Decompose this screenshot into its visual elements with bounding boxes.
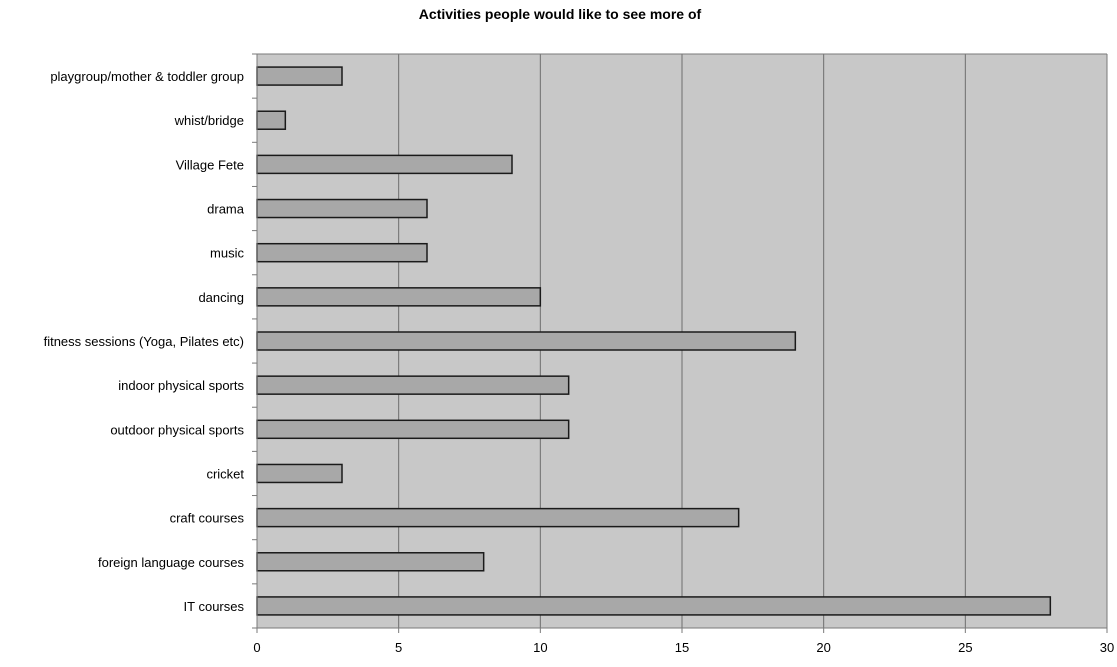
category-label: foreign language courses <box>98 555 244 570</box>
bar <box>256 154 513 175</box>
x-tick-label: 10 <box>533 640 547 655</box>
category-label: craft courses <box>170 511 245 526</box>
bar <box>256 242 428 263</box>
category-label: outdoor physical sports <box>110 422 244 437</box>
category-label: music <box>210 246 244 261</box>
bar <box>256 110 287 130</box>
category-label: dancing <box>198 290 244 305</box>
category-label: fitness sessions (Yoga, Pilates etc) <box>44 334 244 349</box>
category-label: playgroup/mother & toddler group <box>50 69 244 84</box>
bar <box>256 287 542 307</box>
bar <box>256 198 428 219</box>
bar <box>256 463 343 484</box>
x-tick-label: 5 <box>395 640 402 655</box>
x-tick-label: 20 <box>816 640 830 655</box>
bar <box>256 419 570 440</box>
category-label: Village Fete <box>176 157 244 172</box>
bar <box>256 66 343 86</box>
category-label: whist/bridge <box>174 113 244 128</box>
category-label: drama <box>207 202 245 217</box>
x-tick-label: 30 <box>1100 640 1114 655</box>
tick-labels: 0 5 10 15 20 25 30 <box>253 640 1114 655</box>
category-label: indoor physical sports <box>118 378 244 393</box>
x-tick-label: 25 <box>958 640 972 655</box>
category-labels: playgroup/mother & toddler group whist/br… <box>44 69 245 614</box>
axes <box>252 53 1108 633</box>
category-label: cricket <box>206 466 244 481</box>
x-tick-label: 15 <box>675 640 689 655</box>
chart-title: Activities people would like to see more… <box>419 6 702 22</box>
bar <box>256 596 1052 616</box>
bar <box>256 552 485 572</box>
category-label: IT courses <box>184 599 245 614</box>
bar <box>256 375 570 395</box>
bar <box>256 331 797 351</box>
x-tick-label: 0 <box>253 640 260 655</box>
bar <box>256 507 740 528</box>
